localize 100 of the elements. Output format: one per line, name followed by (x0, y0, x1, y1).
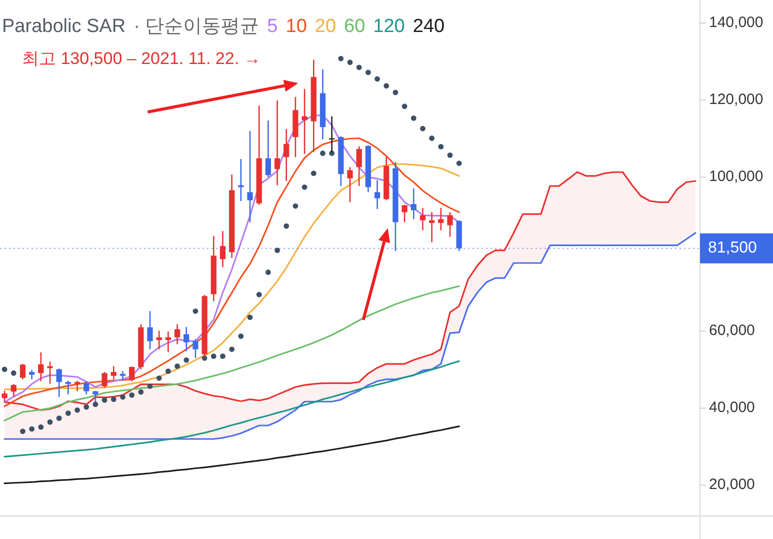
point (202, 355, 208, 361)
point (447, 152, 453, 158)
point (392, 90, 398, 96)
point (365, 70, 371, 76)
point (410, 116, 416, 121)
candlestick (29, 369, 35, 380)
candlestick (429, 212, 435, 243)
point (147, 384, 153, 389)
candlestick (274, 100, 280, 186)
candlestick (20, 363, 26, 380)
point (420, 126, 426, 132)
point (20, 428, 26, 434)
candlestick (38, 352, 44, 382)
text: 20 (314, 16, 336, 38)
point (265, 270, 271, 275)
point (247, 314, 253, 320)
candlestick (120, 370, 126, 381)
candlestick (238, 158, 244, 202)
candlestick (356, 146, 362, 187)
point (102, 397, 108, 403)
point (120, 394, 126, 400)
text: 10 (286, 16, 307, 38)
point (65, 410, 71, 416)
point (92, 402, 98, 408)
line-series (4, 232, 696, 440)
point (2, 366, 8, 372)
point (292, 203, 298, 209)
point (310, 170, 316, 176)
y-tick-label: 20,000 (709, 476, 755, 494)
candlestick (420, 207, 426, 231)
text: 60 (344, 16, 366, 38)
point (338, 56, 344, 62)
line-series (4, 163, 460, 390)
candlestick (110, 366, 116, 380)
y-tick-label: 120,000 (709, 91, 764, 108)
point (456, 160, 462, 166)
candlestick (220, 230, 226, 268)
annotation: 최고 130,500 – 2021. 11. 22. → (22, 49, 261, 68)
line-series (4, 425, 460, 484)
text: Parabolic SAR (2, 16, 126, 38)
point (156, 375, 162, 381)
candlestick (74, 380, 80, 392)
candlestick (47, 360, 53, 385)
candlestick (174, 324, 180, 345)
point (210, 353, 216, 359)
y-tick-label: 60,000 (709, 322, 755, 340)
text: 240 (412, 16, 445, 38)
y-tick-label: 140,000 (709, 14, 764, 32)
candlestick (374, 180, 380, 210)
point (356, 64, 362, 70)
point (47, 419, 53, 425)
point (184, 357, 190, 363)
candlestick (102, 371, 108, 388)
text: 5 (267, 16, 278, 38)
point (402, 104, 408, 109)
text: 120 (373, 16, 405, 38)
candlestick (284, 128, 290, 182)
point (238, 333, 244, 339)
point (138, 389, 144, 395)
point (74, 407, 80, 413)
point (192, 308, 198, 314)
candlestick (10, 383, 16, 398)
point (38, 424, 44, 430)
y-tick-label: 40,000 (709, 399, 755, 416)
point (129, 392, 135, 398)
candlestick (56, 368, 62, 398)
point (174, 364, 180, 369)
point (84, 404, 90, 410)
ref-line-label: 81,500 (708, 240, 758, 257)
candlestick (147, 310, 153, 350)
candlestick (302, 88, 308, 155)
candlestick (347, 166, 353, 203)
y-tick-label: 100,000 (709, 168, 764, 186)
point (320, 150, 326, 156)
candlestick (184, 326, 190, 352)
candlestick (129, 366, 135, 382)
legend-title: · 단순이동평균 (134, 16, 260, 38)
candlestick (65, 380, 71, 395)
candlestick (165, 330, 171, 353)
point (110, 396, 116, 402)
point (438, 144, 444, 150)
point (429, 136, 435, 141)
point (10, 370, 16, 376)
point (29, 426, 35, 432)
candlestick (402, 204, 408, 223)
line-series (4, 360, 460, 458)
candlestick (447, 212, 453, 238)
candlestick (247, 130, 253, 223)
candlestick (438, 207, 444, 231)
candlestick (192, 338, 198, 359)
point (229, 346, 235, 352)
point (347, 60, 353, 66)
point (374, 76, 380, 82)
point (284, 223, 290, 229)
candlestick (410, 188, 416, 220)
point (384, 83, 390, 89)
line-series (4, 285, 460, 422)
point (274, 248, 280, 253)
point (165, 368, 171, 374)
point (56, 415, 62, 421)
